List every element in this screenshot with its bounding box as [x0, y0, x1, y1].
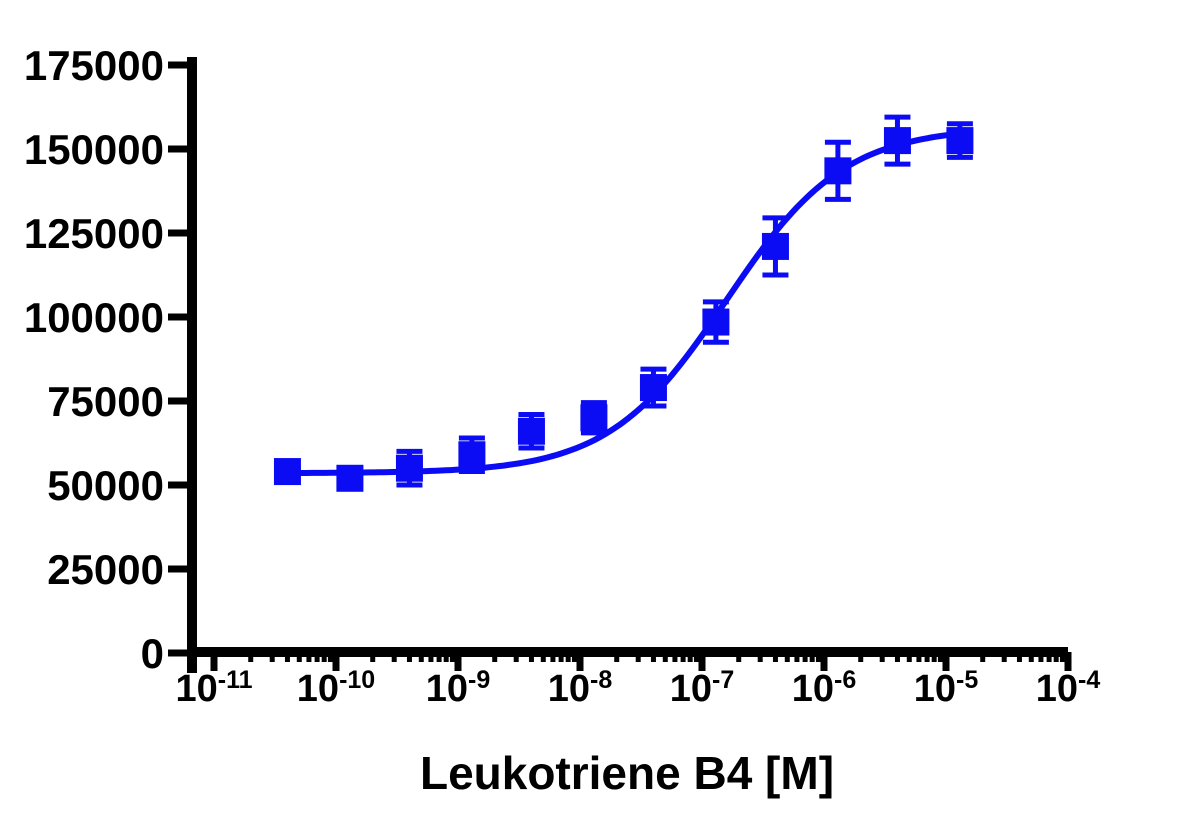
x-tick-label: 10-5 — [914, 666, 979, 710]
data-point — [458, 441, 486, 469]
x-tick-label: 10-8 — [548, 666, 613, 710]
y-axis-ticks — [168, 61, 192, 657]
data-point — [702, 308, 730, 336]
data-point — [395, 454, 423, 482]
x-axis-ticks — [210, 652, 1072, 671]
y-tick-label: 100000 — [24, 294, 164, 341]
data-point — [824, 157, 852, 185]
x-tick-label: 10-9 — [426, 666, 491, 710]
data-point — [580, 404, 608, 432]
data-point — [639, 374, 667, 402]
fit-curve — [284, 130, 963, 476]
y-tick-label: 0 — [141, 630, 164, 677]
data-point — [517, 417, 545, 445]
x-axis-labels: 10-11 10-10 10-9 10-8 10-7 10-6 10-5 10-4 — [175, 666, 1100, 710]
x-tick-label: 10-7 — [670, 666, 735, 710]
data-point — [336, 464, 364, 492]
y-tick-label: 75000 — [47, 378, 164, 425]
x-tick-label: 10-4 — [1036, 666, 1101, 710]
y-tick-label: 175000 — [24, 42, 164, 89]
y-tick-label: 125000 — [24, 210, 164, 257]
error-bars — [274, 114, 973, 491]
data-point — [761, 232, 789, 260]
data-point — [883, 127, 911, 155]
y-tick-label: 150000 — [24, 126, 164, 173]
y-tick-label: 50000 — [47, 462, 164, 509]
y-axis-labels: 0 25000 50000 75000 100000 125000 150000 175000 — [24, 42, 164, 677]
x-axis-title: Leukotriene B4 [M] — [420, 747, 834, 799]
x-tick-label: 10-11 — [175, 666, 252, 710]
x-tick-label: 10-6 — [792, 666, 857, 710]
axes — [187, 57, 1068, 673]
data-point — [273, 458, 301, 486]
x-tick-label: 10-10 — [297, 666, 375, 710]
data-point — [946, 127, 974, 155]
y-tick-label: 25000 — [47, 546, 164, 593]
data-points — [273, 127, 974, 492]
